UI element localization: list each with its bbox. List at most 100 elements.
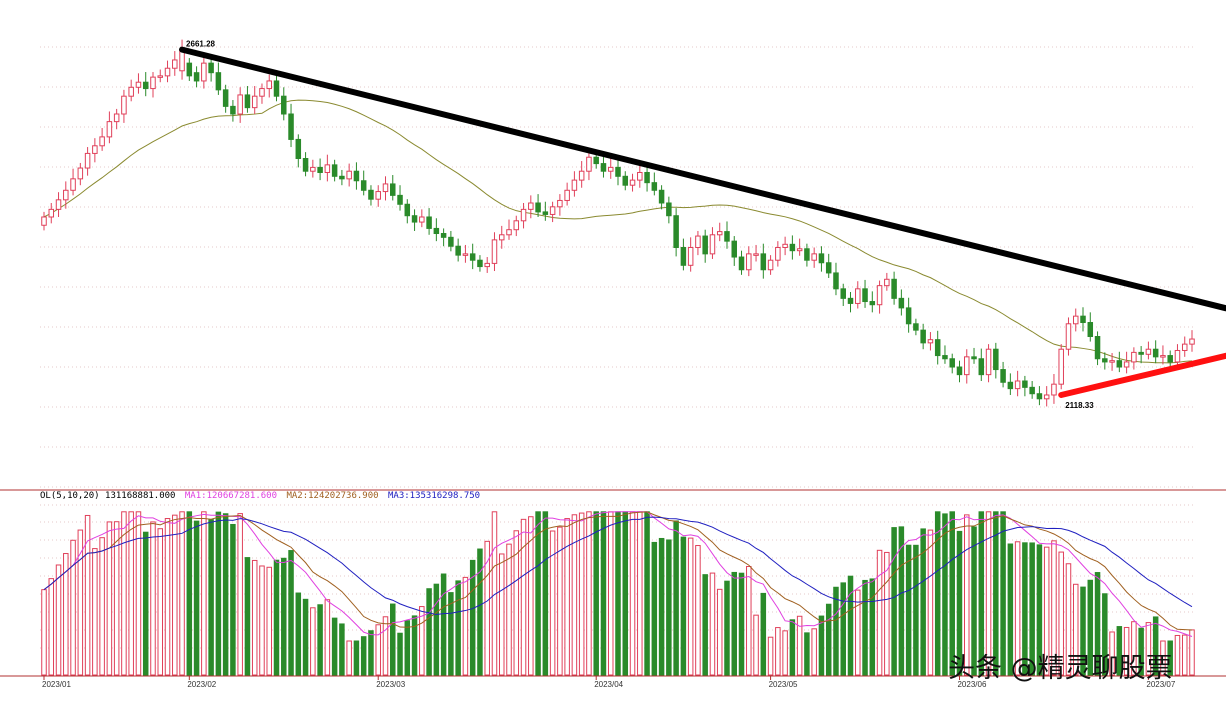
candle-body [266, 80, 272, 90]
volume-bar [462, 576, 469, 676]
candle-body [724, 231, 730, 242]
candle-body [77, 167, 84, 180]
volume-bar [1029, 542, 1035, 676]
volume-bar [644, 511, 650, 676]
candle-body [295, 138, 302, 160]
candle-body [927, 339, 934, 344]
volume-bar [1000, 511, 1006, 676]
candle-body [113, 113, 120, 123]
volume-bar [48, 578, 55, 676]
volume-bar [230, 523, 236, 676]
volume-bar [135, 511, 142, 676]
candle-body [1102, 358, 1108, 363]
candle-body [331, 164, 338, 177]
candle-body [477, 259, 483, 268]
volume-bar [106, 521, 113, 676]
candle-body [469, 253, 476, 261]
volume-bar [77, 529, 84, 676]
volume-bar [310, 607, 316, 676]
volume-bar [1123, 626, 1130, 676]
candle-body [673, 215, 679, 248]
volume-bar [1160, 640, 1166, 676]
volume-bar [1152, 616, 1159, 676]
volume-bar [244, 557, 251, 676]
volume-bar [397, 632, 403, 676]
volume-bar [469, 559, 476, 676]
volume-bar [811, 628, 817, 676]
candle-body [775, 247, 781, 261]
candle-body [746, 253, 752, 271]
volume-bar [84, 514, 91, 676]
candle-body [404, 203, 411, 217]
volume-bar [1087, 579, 1094, 676]
candle-body [680, 247, 687, 266]
volume-ma1: MA1:120667281.600 [184, 491, 278, 501]
volume-bar [484, 540, 490, 676]
candle-body [985, 348, 992, 376]
candle-body [644, 171, 650, 184]
volume-bar [411, 615, 418, 676]
volume-bar [215, 511, 222, 676]
candle-body [135, 81, 142, 88]
candle-body [1029, 386, 1035, 395]
volume-bar [549, 530, 556, 676]
volume-bar [121, 511, 127, 676]
candle-body [41, 216, 47, 226]
volume-bar [607, 511, 614, 676]
candle-body [905, 307, 912, 325]
volume-bar [208, 519, 214, 676]
volume-bar [746, 565, 752, 676]
trend-line [1058, 352, 1226, 398]
volume-bar [404, 620, 411, 676]
volume-bar [390, 603, 396, 676]
candle-body [1051, 383, 1057, 396]
candle-body [288, 113, 294, 140]
volume-bar [782, 630, 788, 676]
volume-bar [1022, 542, 1028, 676]
candle-body [528, 202, 534, 210]
volume-bar [259, 565, 265, 676]
x-tick-label: 2023/04 [594, 680, 623, 689]
candle-body [433, 227, 440, 235]
volume-bar [934, 511, 941, 676]
volume-bar [419, 606, 425, 676]
candle-body [542, 211, 549, 215]
candle-body [1131, 351, 1137, 363]
volume-bar [1036, 544, 1043, 676]
candle-body [898, 297, 905, 309]
candle-body [615, 166, 621, 177]
candle-body [942, 355, 948, 360]
volume-bar [651, 541, 658, 676]
volume-bar [1058, 551, 1064, 676]
volume-bar [666, 539, 672, 676]
volume-bar [891, 527, 897, 676]
candle-body [1123, 361, 1130, 368]
candle-body [571, 179, 578, 191]
candle-body [1189, 338, 1195, 345]
volume-bar [113, 521, 120, 676]
volume-bar [1051, 540, 1057, 676]
volume-bar [433, 583, 440, 676]
volume-ma3-line [43, 516, 1193, 616]
candle-body [934, 339, 941, 357]
volume-bar [382, 616, 389, 676]
volume-bar [542, 511, 549, 676]
candle-body [273, 80, 280, 97]
volume-bar [586, 511, 592, 676]
volume-ma3: MA3:135316298.750 [387, 491, 481, 501]
candle-body [964, 356, 970, 376]
volume-bar [1072, 583, 1079, 676]
candle-body [1014, 380, 1021, 390]
volume-bar [847, 575, 854, 676]
candle-body [1087, 322, 1094, 337]
volume-bar [1065, 563, 1072, 676]
volume-bar [1102, 593, 1108, 676]
volume-bar [557, 526, 563, 676]
x-tick-label: 2023/01 [42, 680, 71, 689]
candle-body [317, 166, 323, 173]
candle-body [360, 180, 367, 191]
candle-body [208, 62, 214, 74]
candle-body [1145, 348, 1152, 355]
volume-bar [702, 574, 708, 676]
volume-bar [520, 518, 527, 676]
